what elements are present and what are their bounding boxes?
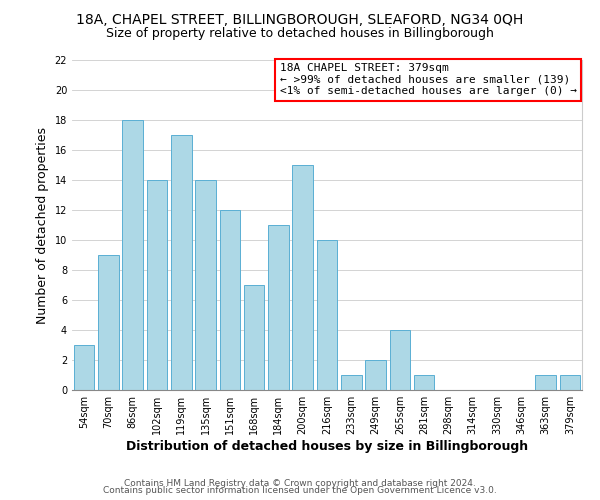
Text: 18A, CHAPEL STREET, BILLINGBOROUGH, SLEAFORD, NG34 0QH: 18A, CHAPEL STREET, BILLINGBOROUGH, SLEA… bbox=[76, 12, 524, 26]
Bar bbox=[414, 375, 434, 390]
Bar bbox=[74, 345, 94, 390]
Text: 18A CHAPEL STREET: 379sqm
← >99% of detached houses are smaller (139)
<1% of sem: 18A CHAPEL STREET: 379sqm ← >99% of deta… bbox=[280, 64, 577, 96]
Bar bbox=[317, 240, 337, 390]
X-axis label: Distribution of detached houses by size in Billingborough: Distribution of detached houses by size … bbox=[126, 440, 528, 453]
Text: Contains public sector information licensed under the Open Government Licence v3: Contains public sector information licen… bbox=[103, 486, 497, 495]
Y-axis label: Number of detached properties: Number of detached properties bbox=[36, 126, 49, 324]
Text: Contains HM Land Registry data © Crown copyright and database right 2024.: Contains HM Land Registry data © Crown c… bbox=[124, 478, 476, 488]
Bar bbox=[389, 330, 410, 390]
Bar bbox=[244, 285, 265, 390]
Bar bbox=[292, 165, 313, 390]
Bar bbox=[171, 135, 191, 390]
Bar bbox=[365, 360, 386, 390]
Bar bbox=[268, 225, 289, 390]
Bar bbox=[341, 375, 362, 390]
Bar bbox=[535, 375, 556, 390]
Bar bbox=[560, 375, 580, 390]
Bar bbox=[220, 210, 240, 390]
Bar bbox=[195, 180, 216, 390]
Bar bbox=[146, 180, 167, 390]
Bar bbox=[122, 120, 143, 390]
Bar bbox=[98, 255, 119, 390]
Text: Size of property relative to detached houses in Billingborough: Size of property relative to detached ho… bbox=[106, 28, 494, 40]
